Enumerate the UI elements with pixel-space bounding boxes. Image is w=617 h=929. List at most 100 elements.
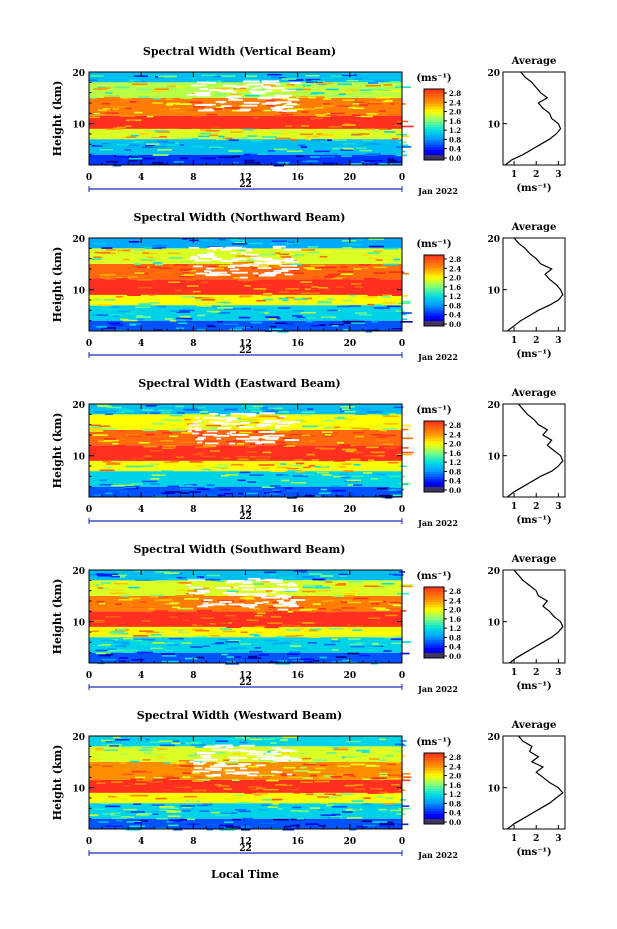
heatmap-speckle [103,299,116,301]
colorbar-tick-label: 1.2 [449,458,461,467]
data-gap [275,749,292,751]
heatmap-speckle [239,465,248,468]
heatmap-speckle [311,458,320,461]
data-gap [202,433,217,436]
heatmap-speckle [104,615,121,618]
heatmap-speckle [332,794,342,797]
heatmap-speckle [164,461,172,463]
x-tick-label: 0 [399,339,405,349]
heatmap-speckle [303,267,315,269]
heatmap-speckle [280,463,287,465]
heatmap-speckle [101,765,113,768]
data-gap [267,96,285,99]
heatmap-speckle [102,273,116,276]
colorbar-swatch [424,300,444,304]
data-gap [224,247,235,250]
heatmap-speckle [383,791,395,794]
data-gap [257,257,273,260]
x-tick-label: 8 [190,505,196,515]
heatmap-speckle [355,281,371,284]
heatmap-speckle [153,251,161,254]
heatmap-speckle [181,642,192,644]
heatmap-speckle [104,92,113,94]
colorbar-swatch [424,255,444,258]
heatmap-speckle [340,155,352,157]
heatmap-speckle [192,628,204,631]
heatmap-speckle [109,487,124,490]
heatmap-speckle [271,453,282,456]
heatmap-speckle [356,825,368,828]
heatmap-speckle [305,80,316,83]
heatmap-speckle [277,311,292,314]
data-gap [240,413,257,415]
heatmap-speckle [251,625,266,628]
colorbar-swatch [424,142,444,146]
heatmap-speckle [199,456,213,459]
heatmap-speckle [203,645,210,647]
heatmap-speckle [269,242,276,245]
heatmap-speckle [176,327,184,330]
heatmap-speckle [119,657,129,659]
heatmap-speckle [249,633,259,636]
colorbar-tick-label: 1.6 [449,449,461,458]
heatmap-speckle [278,772,287,775]
x-tick-label: 8 [190,837,196,847]
heatmap-speckle [248,765,259,768]
heatmap-speckle [380,434,396,437]
heatmap-speckle [223,308,237,310]
heatmap-speckle [213,126,228,128]
data-gaps [186,577,306,611]
profile-x-tick-label: 1 [511,668,517,678]
data-gap [234,749,247,752]
heatmap-speckle [240,418,249,421]
colorbar-swatch [424,753,444,756]
data-gap [240,252,246,255]
heatmap-speckle [366,153,381,155]
data-gap [199,255,214,258]
heatmap-layer [89,72,402,83]
data-gap [214,434,230,437]
data-gap [257,267,272,269]
heatmap-speckle [288,617,299,620]
heatmap-speckle [129,324,137,326]
data-gaps [187,80,301,112]
colorbar-swatch [424,293,444,296]
heatmap-speckle [202,455,216,458]
heatmap-speckle [243,492,258,495]
heatmap-speckle [380,804,391,807]
heatmap-speckle [147,115,154,118]
heatmap-speckle [151,804,165,806]
heatmap-speckle [209,766,218,769]
heatmap-speckle [153,777,163,779]
heatmap-speckle [131,458,145,460]
heatmap-speckle [279,291,290,293]
heatmap-speckle [381,413,390,416]
heatmap-speckle [296,301,307,304]
heatmap-speckle [316,417,326,420]
heatmap-speckle [256,299,266,302]
colorbar-swatch [424,589,444,593]
data-gap [223,423,241,425]
x-tick-label: 12 [239,173,252,183]
heatmap-speckle [302,584,315,587]
heatmap-speckle [100,277,111,279]
heatmap-speckle [246,619,259,622]
heatmap-speckle [114,738,130,741]
heatmap-speckle [287,489,299,492]
data-gap [222,84,237,87]
heatmap-speckle [94,411,108,413]
heatmap-speckle [217,303,225,306]
x-tick-label: 0 [86,173,92,183]
data-gap [239,604,257,606]
heatmap-speckle [371,320,378,323]
heatmap-speckle [95,143,112,146]
heatmap-speckle [382,802,394,805]
heatmap-speckle [310,117,324,120]
heatmap-speckle [93,298,102,301]
heatmap-speckle [178,127,192,129]
heatmap [89,404,414,499]
colorbar-swatch [424,152,444,156]
heatmap-speckle [107,460,121,463]
heatmap-speckle [324,643,336,646]
